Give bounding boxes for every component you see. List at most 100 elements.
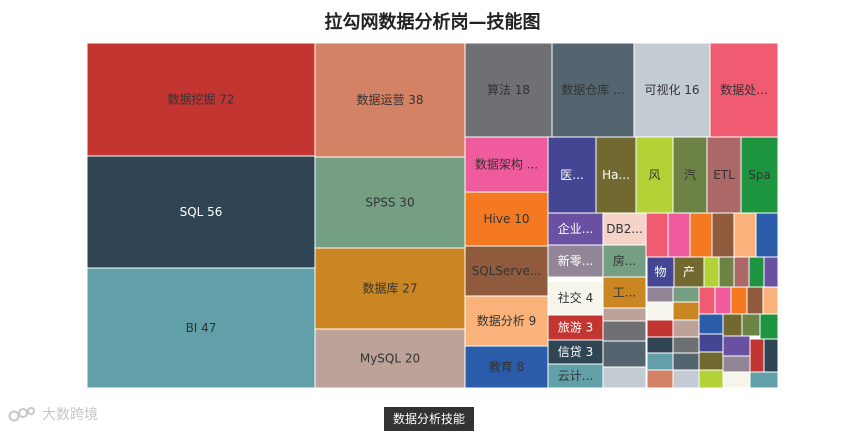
treemap-cell-minor[interactable]: [718, 256, 735, 288]
treemap-cell[interactable]: [673, 256, 705, 288]
treemap-cell-minor[interactable]: [672, 301, 700, 321]
treemap-cell-minor[interactable]: [749, 371, 779, 389]
treemap-cell[interactable]: [602, 212, 647, 246]
treemap-cell-minor[interactable]: [722, 335, 751, 357]
treemap-cell-minor[interactable]: [733, 212, 757, 258]
treemap-cell-minor[interactable]: [646, 301, 674, 321]
treemap-cell-minor[interactable]: [645, 212, 669, 258]
treemap-cell-label: 云计...: [558, 369, 593, 383]
treemap-cell-minor[interactable]: [703, 256, 720, 288]
treemap-cell[interactable]: [547, 244, 604, 278]
treemap-cell-minor[interactable]: [755, 212, 779, 258]
treemap-cell-label: 数据架构 ...: [475, 157, 538, 172]
treemap-cell-minor[interactable]: [672, 369, 700, 389]
treemap-cell-label: 医...: [560, 168, 583, 182]
treemap-cell-minor[interactable]: [646, 319, 674, 338]
treemap-cell[interactable]: [635, 136, 674, 214]
treemap-cell[interactable]: [314, 156, 466, 249]
treemap-cell-label: 数据分析 9: [477, 313, 536, 328]
treemap-cell-minor[interactable]: [646, 369, 674, 389]
treemap-cell-label: 数据仓库 ...: [561, 82, 624, 97]
treemap-cell-minor[interactable]: [646, 286, 674, 303]
treemap-cell-label: SQL 56: [180, 205, 223, 219]
treemap-cell[interactable]: [547, 314, 604, 341]
treemap-cell-minor[interactable]: [733, 256, 750, 288]
treemap-cell-minor[interactable]: [667, 212, 691, 258]
treemap-cell-minor[interactable]: [646, 352, 674, 371]
treemap-cell-minor[interactable]: [672, 336, 700, 354]
treemap-cell-minor[interactable]: [602, 340, 647, 368]
treemap-cell[interactable]: [464, 42, 553, 138]
treemap-cell-minor[interactable]: [763, 338, 779, 373]
treemap-cell-minor[interactable]: [672, 352, 700, 371]
treemap-cell-label: 算法 18: [487, 82, 530, 97]
chart-title: 拉勾网数据分析岗—技能图: [324, 12, 541, 33]
treemap-cell[interactable]: [602, 244, 647, 278]
treemap-cell-label: SQLServe...: [472, 264, 542, 278]
treemap-cell-label: 产: [683, 265, 695, 279]
treemap-cell-minor[interactable]: [730, 286, 748, 315]
treemap-cell-minor[interactable]: [602, 307, 647, 322]
treemap-cell-label: BI 47: [186, 321, 217, 335]
treemap-cell-minor[interactable]: [672, 319, 700, 338]
treemap-cell[interactable]: [314, 42, 466, 158]
treemap-cell-label: 社交 4: [558, 290, 593, 305]
treemap-cell-minor[interactable]: [672, 286, 700, 303]
treemap-cell[interactable]: [595, 136, 637, 214]
treemap-cell-minor[interactable]: [722, 313, 743, 337]
watermark-text: 大数跨境: [42, 407, 98, 423]
breadcrumb-button[interactable]: 数据分析技能: [384, 407, 475, 431]
treemap-cell-label: DB2...: [606, 222, 643, 236]
treemap-cell-minor[interactable]: [741, 313, 761, 337]
treemap-cell-label: 企业...: [558, 221, 593, 236]
treemap-cell-minor[interactable]: [602, 320, 647, 342]
treemap-cell-minor[interactable]: [698, 286, 716, 315]
treemap-cell[interactable]: [547, 280, 604, 316]
treemap-cell-label: 房...: [613, 253, 636, 268]
treemap-cell-minor[interactable]: [711, 212, 735, 258]
treemap-cell-minor[interactable]: [698, 333, 724, 353]
treemap-cell-label: Ha...: [602, 168, 630, 182]
treemap-cell[interactable]: [551, 42, 635, 138]
treemap-cell-minor[interactable]: [714, 286, 732, 315]
treemap-cell-minor[interactable]: [689, 212, 713, 258]
treemap-cell[interactable]: [646, 256, 675, 288]
watermark: 大数跨境: [8, 404, 98, 424]
treemap-cell-label: 旅游 3: [558, 321, 593, 335]
treemap-cell[interactable]: [740, 136, 779, 214]
treemap-cell-minor[interactable]: [646, 336, 674, 354]
treemap-cell[interactable]: [314, 328, 466, 389]
treemap-cell-minor[interactable]: [763, 256, 779, 288]
treemap-cell[interactable]: [602, 276, 647, 309]
treemap-cell-minor[interactable]: [749, 338, 765, 373]
treemap-cell-minor[interactable]: [746, 286, 764, 315]
treemap-cell[interactable]: [709, 42, 779, 138]
treemap-cell-label: SPSS 30: [365, 196, 414, 210]
treemap-cell[interactable]: [464, 191, 549, 247]
treemap-cell-minor[interactable]: [698, 351, 724, 371]
treemap-cell-minor[interactable]: [722, 371, 751, 389]
treemap-cell[interactable]: [464, 295, 549, 347]
treemap-cell[interactable]: [464, 136, 549, 193]
treemap-cell-minor[interactable]: [602, 366, 647, 389]
brand-logo-icon: [8, 407, 35, 422]
treemap-cell-label: 教育 8: [489, 359, 524, 374]
treemap-cell-label: ETL: [713, 168, 735, 182]
treemap-cell-minor[interactable]: [759, 313, 779, 340]
treemap-cell[interactable]: [464, 245, 549, 297]
treemap-cell-minor[interactable]: [698, 313, 724, 335]
treemap-cell-label: 数据挖掘 72: [167, 92, 234, 107]
treemap-cell-label: 汽: [684, 167, 696, 182]
treemap-cell-label: 工...: [613, 286, 636, 300]
treemap-cell-label: 数据库 27: [362, 281, 417, 296]
treemap-cell-minor[interactable]: [762, 286, 779, 315]
treemap-cell-label: 物: [654, 265, 666, 279]
treemap-cell[interactable]: [314, 247, 466, 330]
treemap-cell-label: Spa: [748, 168, 771, 182]
treemap-cell-minor[interactable]: [698, 369, 724, 389]
treemap-cell-minor[interactable]: [722, 355, 751, 373]
treemap-cell-label: MySQL 20: [360, 352, 420, 366]
treemap-cell[interactable]: [547, 363, 604, 389]
treemap-cell-minor[interactable]: [748, 256, 765, 288]
